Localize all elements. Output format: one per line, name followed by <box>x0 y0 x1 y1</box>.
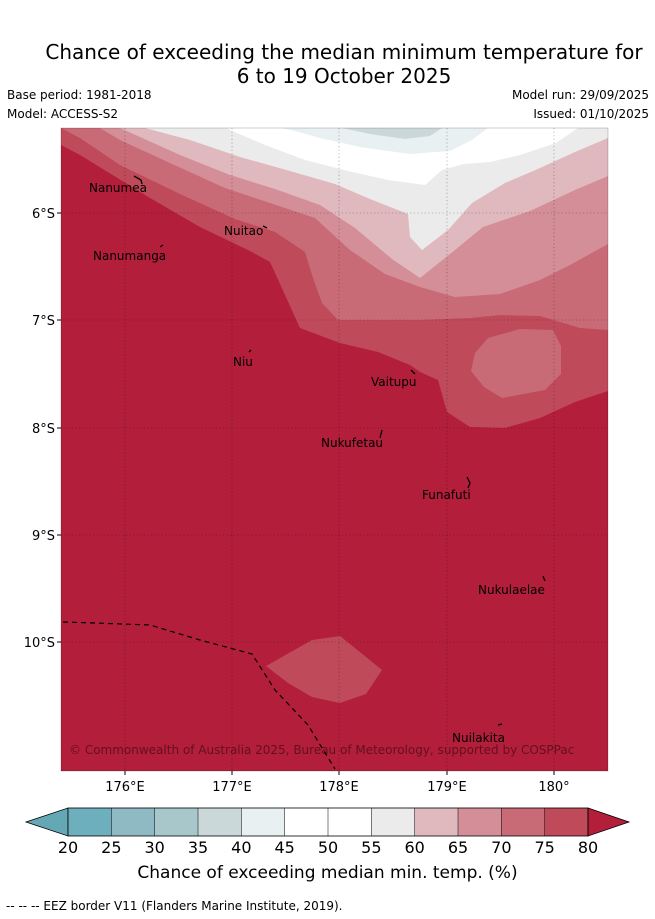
island-label-nuitao: Nuitao <box>224 224 263 238</box>
colorbar-segment <box>414 808 459 836</box>
issued-text: Issued: 01/10/2025 <box>533 107 649 121</box>
island-label-vaitupu: Vaitupu <box>371 375 417 389</box>
colorbar-segment <box>154 808 199 836</box>
colorbar-tick-label: 65 <box>448 838 468 857</box>
colorbar-segment <box>544 808 589 836</box>
colorbar-segment <box>501 808 546 836</box>
lat-label-7s: 7°S <box>32 314 55 329</box>
colorbar-tick-label: 60 <box>404 838 424 857</box>
lat-label-6s: 6°S <box>32 207 55 222</box>
probability-map: Nanumea Nuitao Nanumanga Niu Vaitupu Nuk… <box>24 127 631 857</box>
island-label-funafuti: Funafuti <box>422 488 471 502</box>
band-40-45 <box>282 128 488 154</box>
island-label-nukufetau: Nukufetau <box>321 436 383 450</box>
probability-contours <box>61 128 608 771</box>
colorbar-tick-label: 35 <box>188 838 208 857</box>
island-label-nukulaelae: Nukulaelae <box>478 583 545 597</box>
latitude-axis: 6°S 7°S 8°S 9°S 10°S <box>24 207 61 651</box>
longitude-axis: 176°E 177°E 178°E 179°E 180° <box>105 771 570 795</box>
colorbar-tick-label: 75 <box>534 838 554 857</box>
colorbar-segment <box>241 808 286 836</box>
base-period-text: Base period: 1981-2018 <box>7 88 152 102</box>
island-outlines <box>133 175 546 726</box>
colorbar-segment <box>328 808 372 836</box>
colorbar-extend-high <box>587 807 631 837</box>
colorbar-segment <box>68 808 112 836</box>
colorbar-segment <box>198 808 242 836</box>
title-line-2: 6 to 19 October 2025 <box>236 64 452 88</box>
lon-label-177: 177°E <box>212 780 252 795</box>
island-label-nanumanga: Nanumanga <box>93 249 166 263</box>
lon-label-179: 179°E <box>427 780 467 795</box>
colorbar-tick-label: 40 <box>231 838 251 857</box>
map-frame <box>60 127 609 772</box>
copyright-notice: © Commonwealth of Australia 2025, Bureau… <box>69 743 574 757</box>
colorbar-tick-label: 20 <box>58 838 78 857</box>
colorbar-tick-label: 50 <box>318 838 338 857</box>
eez-border <box>62 621 336 770</box>
colorbar-tick-label: 55 <box>361 838 381 857</box>
island-label-nuilakita: Nuilakita <box>452 731 505 745</box>
island-label-nanumea: Nanumea <box>89 181 147 195</box>
band-35-40 <box>342 128 442 139</box>
colorbar-tick-label: 45 <box>274 838 294 857</box>
colorbar-segment <box>111 808 156 836</box>
lon-label-180: 180° <box>538 780 569 795</box>
colorbar-tick-label: 80 <box>578 838 598 857</box>
colorbar-frame <box>67 807 589 837</box>
colorbar-segment <box>371 808 416 836</box>
band-75-80-south <box>266 636 382 703</box>
lon-label-176: 176°E <box>105 780 145 795</box>
band-50-55 <box>228 128 608 185</box>
colorbar-tick-label: 30 <box>144 838 164 857</box>
lat-label-9s: 9°S <box>32 529 55 544</box>
colorbar-tick-label: 25 <box>101 838 121 857</box>
lat-label-10s: 10°S <box>24 636 55 651</box>
colorbar-label: Chance of exceeding median min. temp. (%… <box>137 863 518 883</box>
lat-label-8s: 8°S <box>32 422 55 437</box>
band-70-75-east <box>471 329 561 398</box>
colorbar: 20 25 30 35 40 45 50 55 60 65 70 75 80 <box>24 807 631 857</box>
colorbar-segment <box>458 808 502 836</box>
model-text: Model: ACCESS-S2 <box>7 107 119 121</box>
model-run-text: Model run: 29/09/2025 <box>511 88 649 102</box>
colorbar-segment <box>284 808 329 836</box>
eez-legend: -- -- -- EEZ border V11 (Flanders Marine… <box>6 899 343 913</box>
colorbar-tick-label: 70 <box>491 838 511 857</box>
lon-label-178: 178°E <box>319 780 359 795</box>
graticule <box>61 128 608 771</box>
colorbar-extend-low <box>24 807 69 837</box>
map-title: Chance of exceeding the median minimum t… <box>0 40 655 88</box>
island-label-niu: Niu <box>233 355 253 369</box>
island-labels: Nanumea Nuitao Nanumanga Niu Vaitupu Nuk… <box>89 181 545 745</box>
title-line-1: Chance of exceeding the median minimum t… <box>45 40 643 64</box>
